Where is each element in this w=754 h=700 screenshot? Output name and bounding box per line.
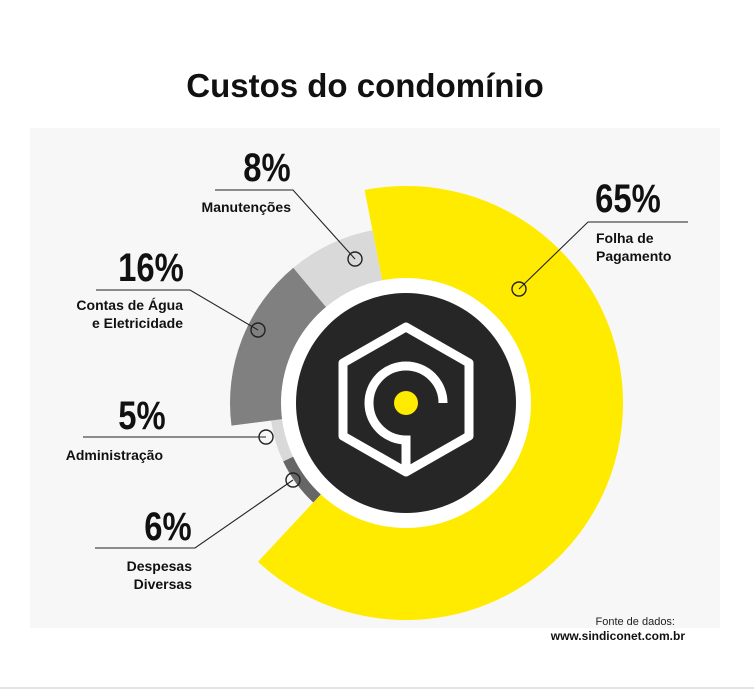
source-url: www.sindiconet.com.br: [550, 629, 686, 643]
leader-line-diversas: [95, 479, 294, 549]
category-label-diversas-line2: Diversas: [134, 576, 193, 592]
data-label-manut: 8%: [243, 145, 290, 190]
category-label-contas-line1: Contas de Água: [76, 297, 183, 313]
category-label-contas-line2: e Eletricidade: [92, 315, 183, 331]
data-label-folha: 65%: [595, 176, 661, 221]
callout-dot-diversas: [285, 472, 301, 488]
slice-diversas: [283, 454, 325, 503]
leader-line-folha: [518, 221, 688, 290]
slice-contas: [230, 267, 330, 426]
callout-dot-manut: [347, 251, 363, 267]
data-label-contas: 16%: [118, 245, 184, 290]
data-label-admin: 5%: [118, 393, 165, 438]
category-label-diversas-line1: Despesas: [127, 558, 193, 574]
hexagon-logo-icon: [338, 322, 474, 477]
leader-line-manut: [215, 189, 356, 260]
category-label-folha-line1: Folha de: [596, 230, 654, 246]
category-label-folha-line2: Pagamento: [596, 248, 671, 264]
callouts-layer: 65% Folha de Pagamento 6% Despesas Diversas 5%…: [66, 145, 688, 592]
callout-dot-contas: [250, 322, 266, 338]
data-label-diversas: 6%: [144, 504, 191, 549]
source-prefix: Fonte de dados:: [595, 616, 675, 628]
category-label-admin: Administração: [66, 447, 163, 463]
leader-line-contas: [96, 289, 259, 331]
category-label-manut: Manutenções: [202, 199, 292, 215]
chart-title: Custos do condomínio: [186, 67, 543, 104]
callout-dot-folha: [511, 281, 527, 297]
callout-dot-admin: [258, 429, 274, 445]
bottom-divider: [0, 687, 754, 689]
